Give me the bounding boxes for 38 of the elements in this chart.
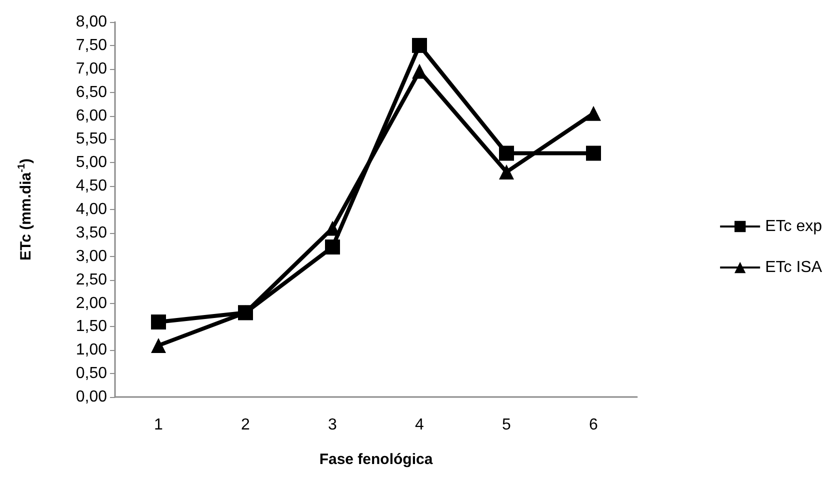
point [586,106,601,121]
x-axis-title: Fase fenológica [319,451,434,468]
x-tick-label: 5 [502,416,512,434]
y-tick-label: 1,50 [76,318,108,336]
point [499,146,514,161]
y-tick-label: 7,50 [76,36,108,54]
y-tick-label: 6,50 [76,84,108,101]
point [412,38,427,53]
point [325,220,340,236]
x-tick-label: 3 [328,416,338,434]
y-tick-label: 4,00 [76,201,108,218]
point [151,314,166,330]
y-tick-label: 7,00 [76,60,108,78]
y-tick-label: 4,50 [76,178,108,195]
point [238,305,253,320]
legend-label: ETc ISA [765,259,822,276]
point [412,64,427,79]
point [499,164,514,180]
x-tick-label: 4 [415,416,424,434]
y-tick-label: 2,00 [76,294,108,312]
y-tick-label: 3,00 [76,248,108,265]
y-tick-label: 5,00 [76,154,108,172]
y-tick-label: 0,00 [76,388,108,406]
y-tick-label: 1,00 [76,342,108,359]
x-tick-label: 6 [589,416,598,434]
y-tick-label: 5,50 [76,130,108,148]
y-tick-label: 3,50 [76,224,108,242]
point [586,146,601,161]
y-axis-title: ETc (mm.dia-1) [16,158,34,260]
x-tick-label: 1 [154,416,164,434]
point [151,338,166,353]
y-tick-label: 8,00 [76,14,108,30]
y-tick-label: 6,00 [76,107,108,124]
point [325,240,340,254]
x-tick-label: 2 [241,416,250,434]
y-tick-label: 0,50 [76,365,108,382]
legend-label: ETc exp [765,218,822,235]
y-tick-label: 2,50 [76,271,108,288]
